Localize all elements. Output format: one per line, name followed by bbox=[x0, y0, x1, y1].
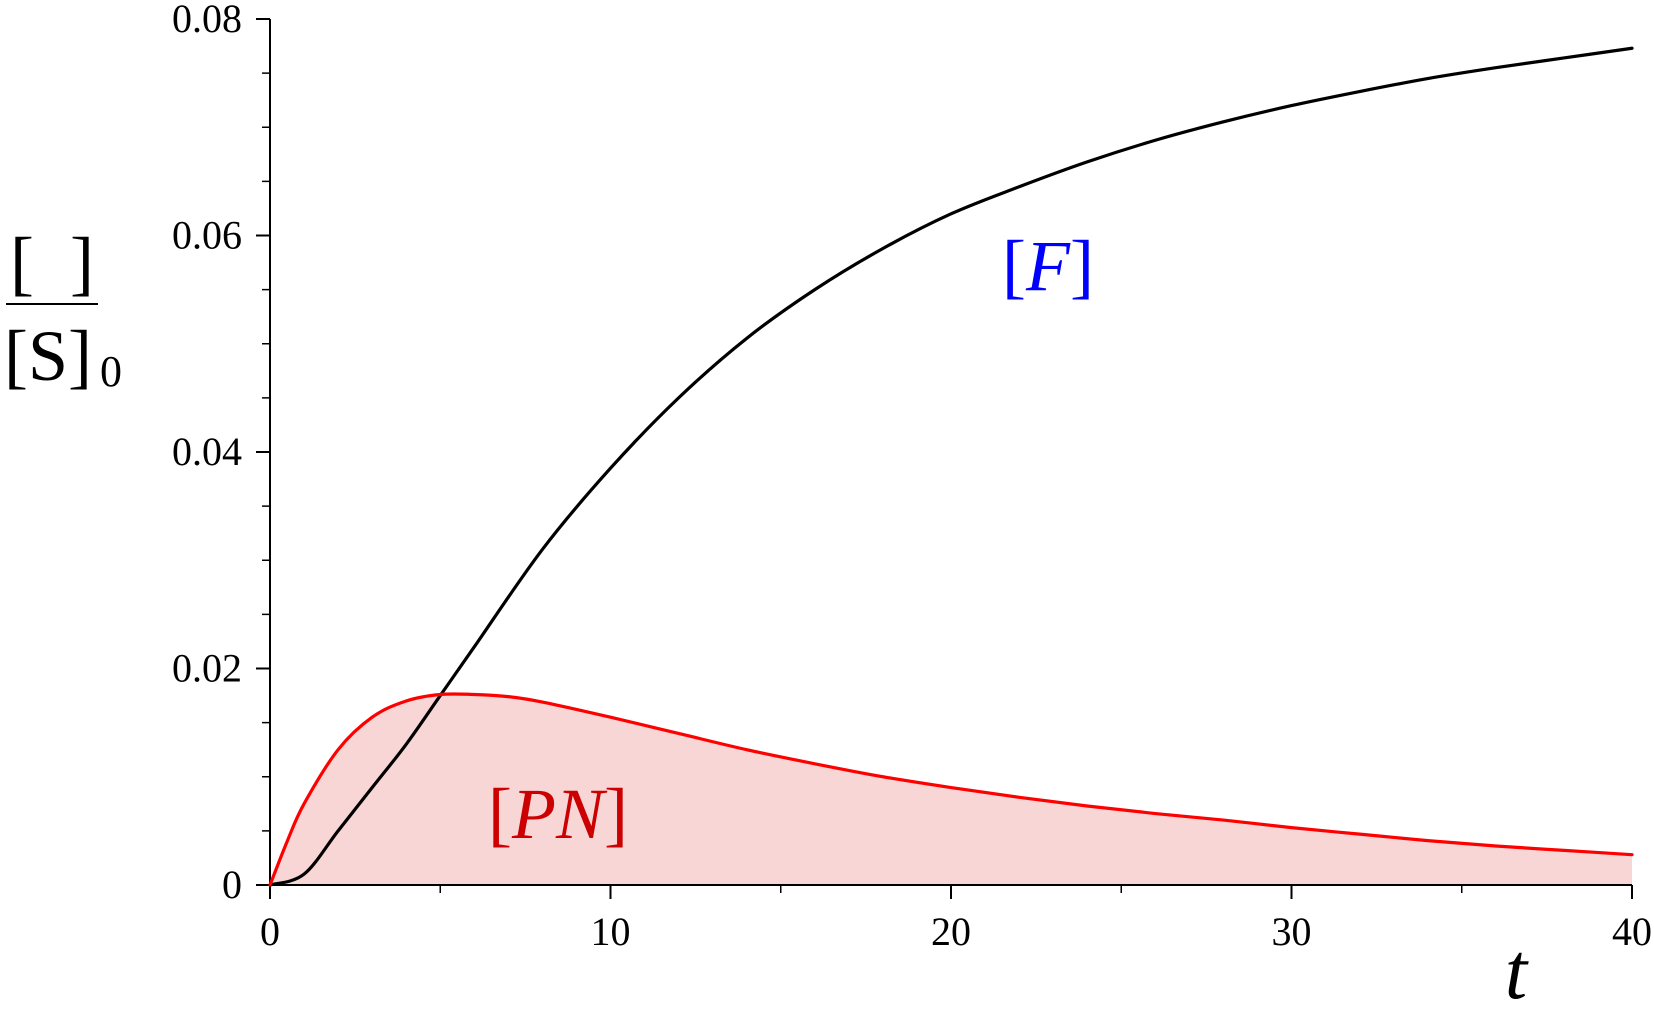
series-lines bbox=[268, 46, 1634, 887]
y-tick-label: 0.02 bbox=[172, 646, 242, 691]
x-axis-label: t bbox=[1505, 928, 1529, 1016]
y-tick-label: 0.04 bbox=[172, 429, 242, 474]
y-tick-label: 0 bbox=[222, 862, 242, 907]
x-tick-label: 10 bbox=[591, 909, 631, 954]
y-tick-label: 0.08 bbox=[172, 0, 242, 41]
y-label-subscript: 0 bbox=[100, 347, 122, 396]
y-label-numerator: [ ] bbox=[10, 223, 94, 303]
x-tick-label: 30 bbox=[1272, 909, 1312, 954]
y-axis-label: [ ] [S] 0 bbox=[4, 223, 122, 396]
y-label-denominator: [S] bbox=[4, 316, 92, 396]
series-fill-pn bbox=[270, 693, 1632, 885]
series-label-pn: [PN] bbox=[488, 774, 628, 854]
x-tick-label: 40 bbox=[1612, 909, 1652, 954]
x-tick-label: 0 bbox=[260, 909, 280, 954]
series-line-f bbox=[268, 46, 1634, 887]
series-line-pn bbox=[268, 692, 1634, 887]
series-label-f: [F] bbox=[1002, 226, 1094, 306]
axis-ticks: 0 10 20 30 40 0 0.02 0.04 0.06 0.08 bbox=[172, 0, 1652, 954]
x-tick-label: 20 bbox=[931, 909, 971, 954]
y-tick-label: 0.06 bbox=[172, 213, 242, 258]
series-fills bbox=[270, 693, 1632, 885]
